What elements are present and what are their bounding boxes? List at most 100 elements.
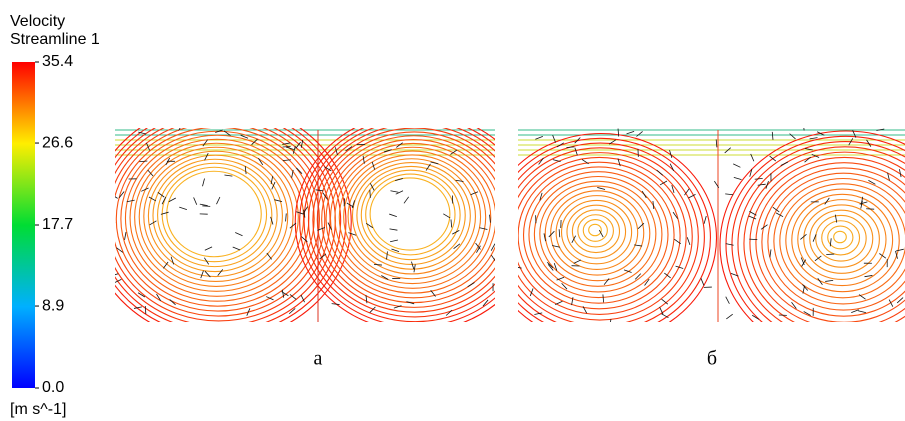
vector-arrow: [331, 303, 340, 305]
streamline: [157, 162, 273, 268]
vector-arrow: [244, 166, 247, 175]
streamline: [329, 142, 495, 294]
vector-arrow: [751, 314, 760, 320]
vector-arrow: [597, 187, 606, 190]
vector-arrow: [160, 211, 169, 215]
streamline: [560, 199, 633, 265]
vector-arrow: [315, 189, 324, 192]
vector-arrow: [324, 166, 332, 172]
vector-arrow: [829, 238, 832, 247]
vector-arrow: [137, 292, 146, 298]
vector-arrow: [224, 174, 233, 177]
streamline: [719, 130, 905, 322]
vector-arrow: [750, 153, 755, 162]
streamline: [566, 204, 627, 259]
vector-arrow: [864, 275, 873, 278]
vector-arrow: [547, 264, 554, 271]
vector-arrow: [674, 238, 682, 245]
streamline: [809, 209, 874, 268]
streamline: [550, 190, 645, 276]
vector-arrow: [860, 200, 863, 209]
vector-arrow: [348, 232, 357, 236]
vector-arrow: [403, 196, 410, 204]
vector-arrow: [641, 190, 647, 199]
vector-arrow: [371, 161, 376, 170]
vector-arrow: [389, 228, 398, 231]
colorbar-subtitle: Streamline 1: [10, 31, 100, 48]
streamline: [571, 209, 621, 254]
vector-arrow: [556, 142, 565, 148]
vector-arrow: [133, 306, 142, 309]
streamline: [827, 225, 854, 250]
vector-arrow: [733, 176, 742, 180]
vector-arrow: [286, 146, 294, 150]
vector-arrow: [582, 306, 588, 314]
vector-arrow: [598, 229, 604, 238]
streamline: [115, 128, 352, 322]
vector-arrow: [301, 236, 308, 243]
vector-arrow: [327, 222, 332, 230]
vector-arrow: [574, 137, 581, 144]
vector-arrow: [661, 298, 669, 305]
streamline: [338, 150, 487, 285]
vector-arrow: [539, 192, 543, 201]
vector-arrow: [296, 167, 303, 174]
streamline: [365, 173, 456, 256]
vector-arrow: [811, 153, 820, 158]
streamline: [343, 154, 482, 280]
vector-arrow: [672, 211, 678, 219]
vector-arrow: [623, 269, 632, 273]
vector-arrow: [769, 155, 777, 162]
vector-arrow: [664, 272, 671, 279]
vector-arrow: [652, 201, 655, 210]
vector-arrow: [390, 190, 399, 193]
vector-arrow: [824, 197, 830, 205]
vector-arrow: [725, 193, 734, 196]
vector-arrow: [726, 313, 733, 320]
vector-arrow: [634, 244, 643, 247]
vector-arrow: [534, 312, 543, 315]
vector-arrow: [617, 128, 620, 137]
vector-arrow: [258, 158, 264, 166]
streamline: [761, 167, 905, 317]
vector-arrow: [115, 222, 116, 223]
streamline: [518, 147, 699, 322]
vector-arrow: [804, 156, 811, 163]
streamline: [767, 172, 905, 311]
vector-arrow: [834, 214, 838, 223]
vector-arrow: [684, 188, 690, 196]
vector-arrow: [553, 262, 558, 271]
streamline: [351, 162, 471, 270]
vector-arrow: [775, 212, 784, 218]
vector-arrow: [411, 261, 415, 270]
vector-arrow: [760, 224, 768, 230]
vector-arrow: [546, 261, 554, 269]
vector-arrow: [291, 169, 294, 178]
vector-arrow: [888, 299, 894, 307]
vector-arrow: [548, 230, 555, 238]
vector-arrow: [899, 169, 902, 178]
streamline: [743, 151, 905, 322]
vector-arrow: [801, 259, 807, 267]
streamline: [312, 128, 495, 313]
vector-arrow: [714, 180, 720, 189]
streamline: [299, 128, 495, 322]
vector-arrow: [450, 149, 458, 155]
streamline: [369, 177, 451, 251]
vector-arrow: [858, 310, 866, 313]
streamline: [138, 146, 294, 287]
vector-arrow: [345, 146, 353, 152]
vector-arrow: [675, 265, 684, 269]
streamline: [161, 166, 268, 263]
vector-arrow: [282, 142, 291, 145]
vector-arrow: [686, 237, 691, 245]
vector-arrow: [802, 284, 809, 291]
vector-arrow: [369, 306, 376, 313]
vector-arrow: [443, 213, 451, 219]
vector-arrow: [322, 192, 328, 200]
vector-arrow: [116, 247, 124, 253]
streamline: [577, 214, 614, 248]
streamline: [166, 170, 262, 258]
vector-arrow: [365, 295, 368, 304]
